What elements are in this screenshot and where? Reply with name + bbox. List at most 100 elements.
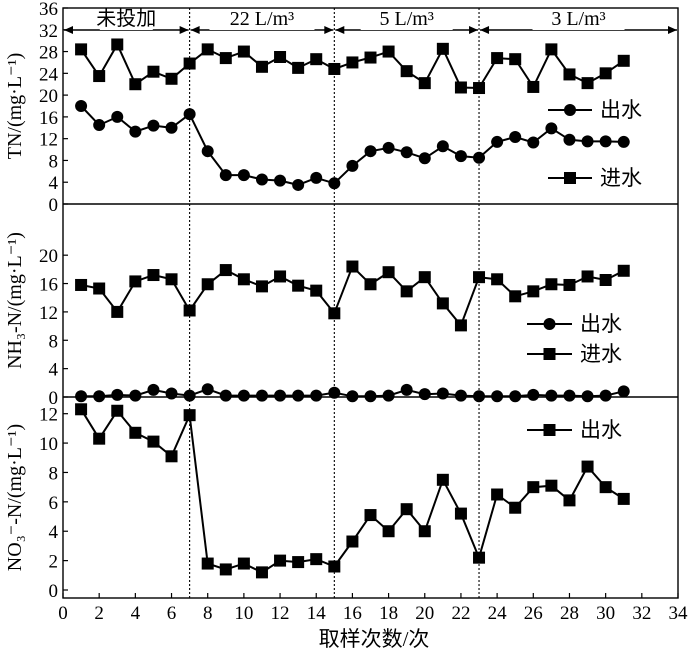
y-tick-label: 4 — [49, 173, 59, 194]
data-point — [75, 403, 88, 416]
data-point — [473, 271, 486, 284]
data-point — [545, 479, 558, 492]
data-point — [255, 389, 268, 402]
data-point — [527, 481, 540, 494]
data-point — [382, 266, 395, 279]
data-point — [509, 131, 522, 144]
data-point — [328, 560, 341, 573]
data-point — [563, 133, 576, 146]
legend-label: 进水 — [580, 342, 622, 366]
data-point — [364, 509, 377, 522]
data-point — [473, 390, 486, 403]
data-point — [75, 278, 88, 291]
data-point — [165, 387, 178, 400]
data-point — [473, 551, 486, 564]
data-point — [617, 492, 630, 505]
y-tick-label: 36 — [39, 0, 58, 20]
data-point — [418, 388, 431, 401]
data-point — [310, 553, 323, 566]
data-point — [111, 305, 124, 318]
x-tick-label: 2 — [94, 603, 104, 624]
x-tick-label: 4 — [131, 603, 141, 624]
data-point — [310, 284, 323, 297]
data-point — [617, 135, 630, 148]
data-point — [129, 125, 142, 138]
data-point — [93, 70, 106, 83]
stage-label-bg — [209, 10, 315, 30]
x-tick-label: 20 — [415, 603, 434, 624]
stage-arrow-left — [335, 26, 345, 34]
y-tick-label: 12 — [39, 405, 58, 426]
data-point — [599, 389, 612, 402]
data-point — [237, 273, 250, 286]
data-point — [418, 152, 431, 165]
y-tick-label: 20 — [39, 246, 58, 267]
data-point — [274, 51, 287, 63]
stage-label: 3 L/m³ — [551, 8, 605, 30]
x-tick-label: 24 — [488, 603, 508, 624]
x-tick-label: 32 — [632, 603, 651, 624]
data-point — [165, 121, 178, 134]
data-point — [219, 169, 232, 182]
data-point — [201, 557, 214, 570]
data-point — [165, 273, 178, 286]
data-point — [328, 386, 341, 399]
y-tick-label: 16 — [39, 275, 58, 296]
x-tick-label: 18 — [379, 603, 398, 624]
data-point — [491, 273, 504, 286]
x-tick-label: 12 — [271, 603, 290, 624]
legend-label: 出水 — [580, 312, 622, 336]
x-tick-label: 0 — [58, 603, 68, 624]
data-point — [129, 389, 142, 402]
data-point — [581, 460, 594, 473]
data-point — [129, 275, 142, 288]
data-point — [111, 110, 124, 123]
x-tick-label: 30 — [596, 603, 615, 624]
data-point — [473, 82, 486, 95]
data-point — [527, 285, 540, 298]
data-point — [509, 290, 522, 303]
data-point — [310, 389, 323, 402]
data-point — [183, 108, 196, 121]
data-point — [617, 385, 630, 398]
data-point — [75, 43, 88, 56]
data-point — [454, 81, 467, 94]
data-point — [436, 473, 449, 486]
data-point — [436, 297, 449, 310]
data-point — [183, 389, 196, 402]
y-tick-label: 6 — [49, 493, 59, 514]
y-tick-label: 0 — [49, 388, 59, 409]
data-point — [183, 57, 196, 70]
data-point — [400, 146, 413, 159]
data-point — [364, 51, 377, 64]
data-point — [509, 390, 522, 403]
stage-annotations: 未投加 22 L/m³ 5 L/m³ 3 L/m³ — [64, 7, 677, 34]
data-point — [219, 264, 232, 277]
data-point — [364, 390, 377, 403]
data-point — [147, 65, 160, 78]
data-point — [75, 100, 88, 112]
series-line-tn-1 — [80, 105, 624, 186]
y-tick-label: 8 — [49, 463, 59, 484]
data-point — [581, 77, 594, 90]
x-tick-label: 34 — [669, 603, 689, 624]
legend-marker — [543, 318, 556, 330]
y-tick-label: 32 — [39, 21, 58, 42]
y-axis-title-no3: NO₃⁻-N/(mg·L⁻¹) — [4, 424, 26, 571]
stage-arrow-right — [179, 26, 189, 34]
x-tick-label: 26 — [524, 603, 543, 624]
y-tick-label: 20 — [39, 86, 58, 107]
legend-label: 进水 — [600, 166, 642, 190]
data-point — [473, 151, 486, 164]
data-point — [599, 135, 612, 148]
legend-label: 出水 — [580, 418, 622, 442]
data-point — [183, 304, 196, 317]
data-point — [255, 280, 268, 293]
data-point — [418, 271, 431, 284]
data-point — [328, 177, 341, 190]
data-point — [237, 45, 250, 58]
data-point — [400, 503, 413, 516]
y-tick-label: 12 — [39, 303, 58, 324]
y-tick-label: 4 — [49, 360, 59, 381]
data-point — [201, 43, 214, 56]
